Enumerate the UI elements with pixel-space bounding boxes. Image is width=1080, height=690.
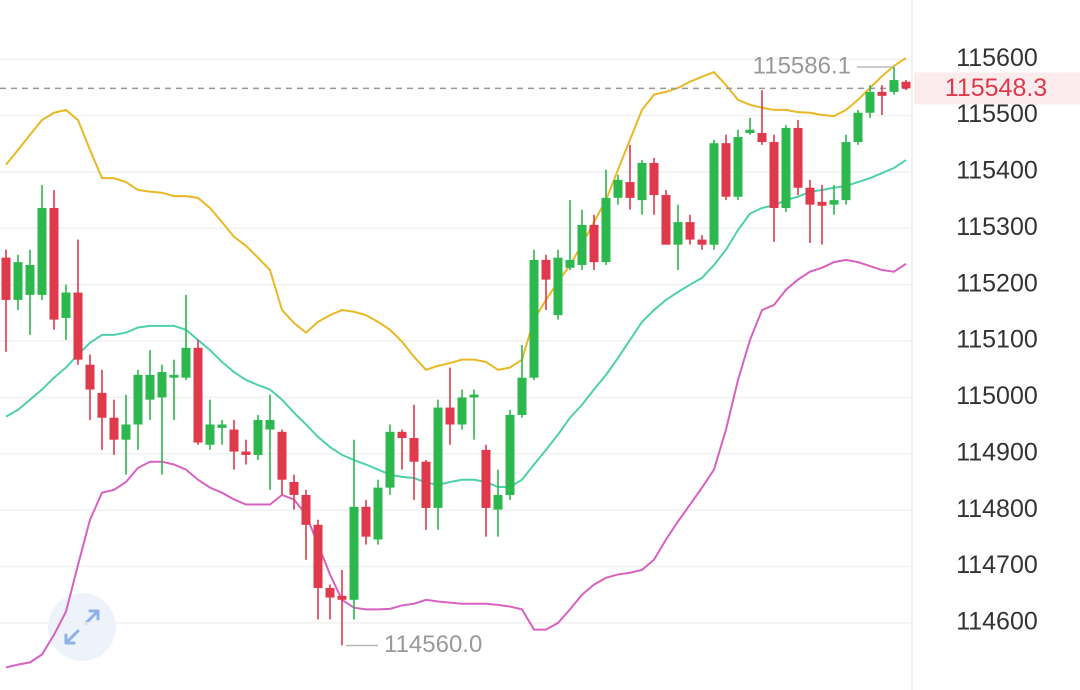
candle-body <box>97 392 107 418</box>
high-mark-label: 115586.1 <box>753 52 851 79</box>
candle-body <box>469 394 479 398</box>
candle-body <box>193 347 203 443</box>
candle-body <box>637 162 647 201</box>
candle-body <box>13 262 23 300</box>
y-tick-label: 114800 <box>956 495 1038 523</box>
candle-body <box>781 127 791 209</box>
candle-body <box>277 431 287 480</box>
candle-body <box>661 195 671 245</box>
candle-body <box>733 136 743 197</box>
candle-body <box>289 481 299 495</box>
price-tag-bg <box>914 72 1080 105</box>
candle-body <box>901 81 911 89</box>
y-tick-label: 115200 <box>956 269 1038 297</box>
y-tick-label: 115100 <box>956 326 1038 354</box>
candle-body <box>685 222 695 240</box>
candle-body <box>577 224 587 265</box>
candle-body <box>757 133 767 143</box>
candle-body <box>721 143 731 197</box>
candle-body <box>553 257 563 316</box>
candle-body <box>205 424 215 445</box>
candle-body <box>709 143 719 245</box>
candle-body <box>25 264 35 295</box>
candle-body <box>349 506 359 600</box>
expand-icon <box>64 609 100 645</box>
candle-body <box>169 374 179 378</box>
candle-body <box>397 431 407 439</box>
candle-body <box>145 374 155 400</box>
band-line <box>5 159 907 489</box>
candle-body <box>265 419 275 430</box>
y-tick-label: 115600 <box>956 44 1038 72</box>
candle-body <box>853 112 863 143</box>
y-tick-label: 115300 <box>956 213 1038 241</box>
candle-body <box>745 129 755 134</box>
candle-body <box>517 377 527 415</box>
candle-body <box>217 424 227 428</box>
candle-body <box>457 397 467 425</box>
candle-body <box>625 182 635 198</box>
candle-body <box>409 438 419 462</box>
candle-body <box>133 374 143 425</box>
band-line <box>5 57 907 371</box>
candle-body <box>769 142 779 209</box>
candle-body <box>865 91 875 113</box>
price-tag-label: 115548.3 <box>945 74 1047 102</box>
candle-body <box>385 431 395 488</box>
candle-body <box>181 347 191 378</box>
candle-body <box>805 187 815 205</box>
y-tick-label: 115400 <box>956 157 1038 185</box>
candle-body <box>85 364 95 390</box>
y-tick-label: 114900 <box>956 438 1038 466</box>
candle-body <box>157 372 167 398</box>
candle-body <box>445 407 455 425</box>
candle-body <box>565 259 575 268</box>
low-mark-label: 114560.0 <box>384 631 482 658</box>
y-tick-label: 114600 <box>956 608 1038 636</box>
candle-body <box>505 414 515 495</box>
candle-body <box>421 461 431 508</box>
candle-body <box>601 197 611 263</box>
candle-body <box>253 419 263 455</box>
y-tick-label: 115500 <box>956 100 1038 128</box>
candle-body <box>613 179 623 198</box>
candle-body <box>301 494 311 525</box>
candle-body <box>1 257 11 300</box>
candle-body <box>817 201 827 206</box>
candle-body <box>493 494 503 510</box>
candle-body <box>673 222 683 245</box>
y-tick-label: 115000 <box>956 382 1038 410</box>
candle-body <box>793 127 803 188</box>
candle-body <box>373 487 383 540</box>
candle-body <box>325 587 335 598</box>
candle-body <box>697 239 707 245</box>
candle-body <box>361 506 371 537</box>
candle-body <box>337 595 347 600</box>
candle-body <box>109 417 119 440</box>
candle-body <box>889 80 899 92</box>
candle-body <box>241 451 251 455</box>
candle-body <box>829 200 839 205</box>
candle-body <box>841 142 851 201</box>
expand-button[interactable] <box>48 593 116 661</box>
candle-body <box>541 259 551 280</box>
candle-body <box>433 407 443 508</box>
candle-body <box>589 224 599 263</box>
candle-body <box>37 208 47 295</box>
y-tick-label: 114700 <box>956 551 1038 579</box>
candle-body <box>529 259 539 378</box>
candle-body <box>877 91 887 96</box>
candle-body <box>49 208 59 320</box>
bands <box>5 57 907 669</box>
candle-body <box>649 162 659 196</box>
band-line <box>5 258 907 669</box>
candle-body <box>229 429 239 452</box>
candle-body <box>313 524 323 588</box>
candle-body <box>481 449 491 508</box>
candle-body <box>61 292 71 318</box>
candle-body <box>73 292 83 360</box>
candle-body <box>121 424 131 440</box>
